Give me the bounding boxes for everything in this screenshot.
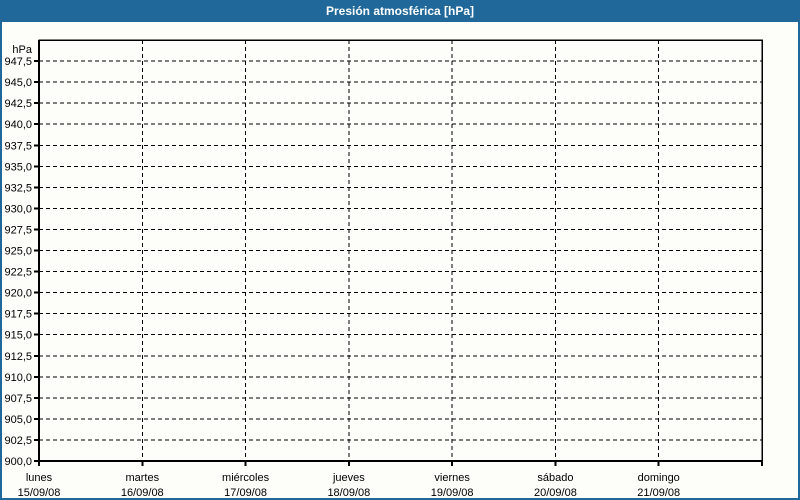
x-day-label: martes <box>125 472 159 484</box>
y-tick-label: 935,0 <box>4 161 32 173</box>
y-tick-label: 937,5 <box>4 140 32 152</box>
x-day-label: lunes <box>26 472 53 484</box>
x-date-label: 18/09/08 <box>327 487 370 499</box>
y-tick-label: 905,0 <box>4 414 32 426</box>
title-bar: Presión atmosférica [hPa] <box>0 0 800 22</box>
x-day-label: miércoles <box>222 472 270 484</box>
y-tick-label: 922,5 <box>4 267 32 279</box>
y-tick-label: 942,5 <box>4 98 32 110</box>
y-tick-label: 912,5 <box>4 351 32 363</box>
y-tick-label: 915,0 <box>4 330 32 342</box>
y-tick-label: 907,5 <box>4 393 32 405</box>
y-tick-label: 947,5 <box>4 56 32 68</box>
y-tick-label: 932,5 <box>4 182 32 194</box>
y-tick-label: 940,0 <box>4 119 32 131</box>
y-tick-label: 930,0 <box>4 203 32 215</box>
y-tick-label: 910,0 <box>4 372 32 384</box>
x-date-label: 19/09/08 <box>431 487 474 499</box>
x-date-label: 16/09/08 <box>121 487 164 499</box>
y-tick-label: 917,5 <box>4 309 32 321</box>
chart-title: Presión atmosférica [hPa] <box>325 4 475 18</box>
y-tick-label: 902,5 <box>4 435 32 447</box>
x-day-label: domingo <box>638 472 680 484</box>
y-tick-label: 900,0 <box>4 456 32 468</box>
y-axis-unit-label: hPa <box>12 44 32 56</box>
y-tick-label: 945,0 <box>4 77 32 89</box>
x-day-label: sábado <box>537 472 573 484</box>
y-tick-label: 925,0 <box>4 246 32 258</box>
y-tick-label: 920,0 <box>4 288 32 300</box>
x-date-label: 20/09/08 <box>534 487 577 499</box>
x-date-label: 21/09/08 <box>637 487 680 499</box>
y-tick-label: 927,5 <box>4 224 32 236</box>
x-day-label: jueves <box>332 472 365 484</box>
x-date-label: 17/09/08 <box>224 487 267 499</box>
x-date-label: 15/09/08 <box>18 487 61 499</box>
x-day-label: viernes <box>434 472 470 484</box>
